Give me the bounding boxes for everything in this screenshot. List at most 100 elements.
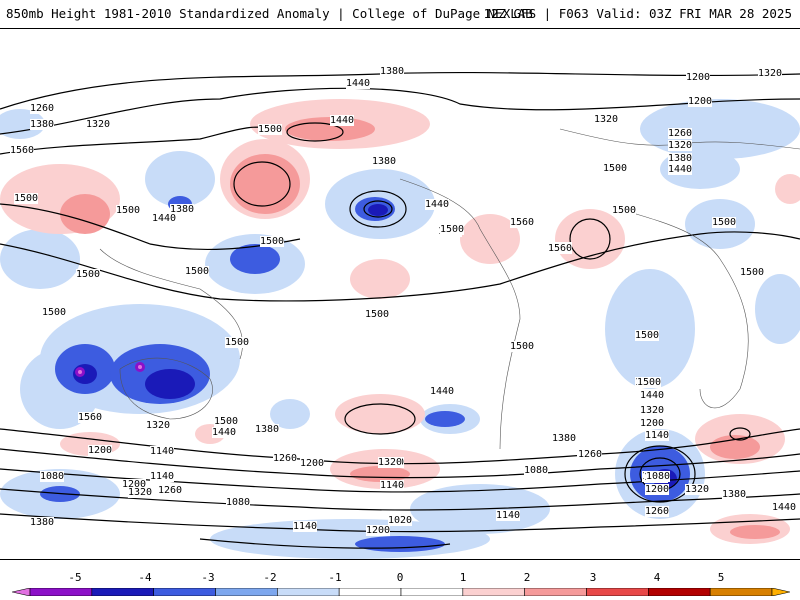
contour-label: 1440 (152, 213, 177, 224)
contour-label: 1500 (712, 217, 737, 228)
contour-label: 1500 (76, 269, 101, 280)
contour-label: 1200 (88, 445, 113, 456)
colorbar-tick: -4 (138, 571, 152, 584)
contour-label: 1500 (635, 330, 660, 341)
contour-label: 1080 (524, 465, 549, 476)
colorbar-segment (12, 588, 31, 596)
colorbar-tick: 0 (396, 571, 404, 584)
contour-label: 1440 (212, 427, 237, 438)
contour-label: 1500 (612, 205, 637, 216)
contour-label: 1200 (686, 72, 711, 83)
contour-label: 1440 (772, 502, 797, 513)
anomaly-map: 1380 1320 1440 1260 1380 1320 1500 1560 … (0, 28, 800, 560)
colorbar-segment (648, 588, 711, 596)
contour-label: 1440 (640, 390, 665, 401)
colorbar-segment (215, 588, 278, 596)
contour-label: 1560 (510, 217, 535, 228)
contour-label: 1080 (226, 497, 251, 508)
contour-label: 1260 (273, 453, 298, 464)
contour-label: 1500 (225, 337, 250, 348)
contour-label: 1380 (722, 489, 747, 500)
colorbar-segment (586, 588, 649, 596)
colorbar-labels: -5 -4 -3 -2 -1 0 1 2 3 4 5 (0, 571, 800, 585)
contour-label: 1500 (510, 341, 535, 352)
contour-label: 1560 (78, 412, 103, 423)
colorbar-segment (277, 588, 340, 596)
contour-label: 1140 (150, 471, 175, 482)
colorbar-tick: 5 (717, 571, 725, 584)
contour-label: 1200 (300, 458, 325, 469)
colorbar-segment (338, 588, 402, 596)
contour-label: 1320 (128, 487, 153, 498)
contour-label: 1260 (578, 449, 603, 460)
contour-label: 1200 (366, 525, 391, 536)
contour-label: 1320 (640, 405, 665, 416)
colorbar-tick: -1 (328, 571, 342, 584)
contour-label: 1380 (372, 156, 397, 167)
contour-label: 1380 (380, 66, 405, 77)
contour-label: 1200 (640, 418, 665, 429)
contour-label: 1320 (685, 484, 710, 495)
contour-label: 1440 (425, 199, 450, 210)
colorbar-tick: 1 (459, 571, 467, 584)
contour-label: 1500 (116, 205, 141, 216)
contour-label: 1380 (170, 204, 195, 215)
contour-label: 1140 (150, 446, 175, 457)
contour-label: 1500 (637, 377, 662, 388)
colorbar-tick: -3 (201, 571, 215, 584)
contour-label: 1380 (30, 517, 55, 528)
colorbar-segment (771, 588, 790, 596)
contour-label: 1440 (668, 164, 693, 175)
colorbar-tick: 4 (653, 571, 661, 584)
contour-label: 1260 (668, 128, 693, 139)
colorbar-tick: 2 (523, 571, 531, 584)
contour-label: 1440 (346, 78, 371, 89)
contour-label: 1260 (645, 506, 670, 517)
colorbar-segment (709, 588, 773, 596)
contour-label: 1260 (158, 485, 183, 496)
contour-label: 1500 (260, 236, 285, 247)
contour-label: 1080 (646, 471, 671, 482)
contour-label: 1140 (496, 510, 521, 521)
colorbar (12, 588, 790, 596)
contour-label: 1320 (378, 457, 403, 468)
contour-label: 1500 (185, 266, 210, 277)
contour-label: 1140 (293, 521, 318, 532)
colorbar-tick: -2 (263, 571, 277, 584)
colorbar-segment (153, 588, 216, 596)
contour-label: 1320 (668, 140, 693, 151)
contour-label: 1380 (255, 424, 280, 435)
contour-label: 1500 (258, 124, 283, 135)
colorbar-tick: -5 (68, 571, 82, 584)
contour-label: 1140 (380, 480, 405, 491)
contour-label: 1560 (548, 243, 573, 254)
contour-label: 1320 (146, 420, 171, 431)
contour-label: 1500 (440, 224, 465, 235)
contour-label: 1320 (594, 114, 619, 125)
contour-label: 1560 (10, 145, 35, 156)
contour-label: 1200 (645, 484, 670, 495)
colorbar-segment (524, 588, 587, 596)
contour-label: 1320 (86, 119, 111, 130)
colorbar-segment (400, 588, 464, 596)
colorbar-segment (462, 588, 525, 596)
contour-label: 1140 (645, 430, 670, 441)
colorbar-tick: 3 (589, 571, 597, 584)
colorbar-segment (29, 588, 93, 596)
negative-anomaly-extreme (75, 362, 145, 377)
contour-label: 1500 (214, 416, 239, 427)
run-info: 12Z GFS | F063 Valid: 03Z FRI MAR 28 202… (483, 6, 792, 21)
contour-label: 1440 (430, 386, 455, 397)
contour-label: 1200 (688, 96, 713, 107)
contour-label: 1200 (122, 479, 147, 490)
contour-label: 1500 (14, 193, 39, 204)
contour-label: 1500 (42, 307, 67, 318)
map-title: 850mb Height 1981-2010 Standardized Anom… (6, 6, 533, 21)
contour-label: 1380 (30, 119, 55, 130)
contour-label: 1020 (388, 515, 413, 526)
contour-label: 1320 (758, 68, 783, 79)
colorbar-segment (91, 588, 154, 596)
contour-label: 1080 (40, 471, 65, 482)
contour-label: 1500 (603, 163, 628, 174)
contour-label: 1260 (30, 103, 55, 114)
